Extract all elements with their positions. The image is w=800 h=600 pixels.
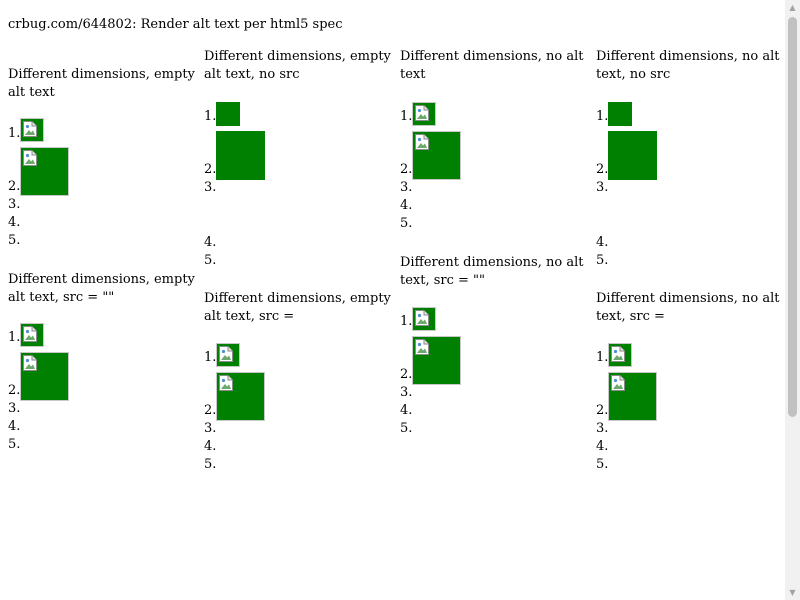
green-image-placeholder [216,102,240,126]
section-title: Different dimensions, no alt text, no sr… [596,49,780,82]
green-image-placeholder [20,323,44,347]
list-item: 2. [400,367,413,382]
list-item: 3. [204,180,217,195]
green-image-placeholder [216,131,265,180]
list-item: 5. [8,437,21,452]
broken-image-icon [23,150,37,166]
test-section: Different dimensions, empty alt text, no… [204,48,394,278]
list-item: 1. [596,350,609,365]
list-item: 1. [400,314,413,329]
broken-image-icon [611,346,625,362]
section-title: Different dimensions, no alt text, src = [596,291,780,324]
list-item: 4. [596,439,609,454]
list-item: 1. [204,109,217,124]
list-item: 4. [204,235,217,250]
list-item: 3. [400,385,413,400]
list-item: 1. [596,109,609,124]
page-title: crbug.com/644802: Render alt text per ht… [8,17,343,32]
list-item: 1. [400,109,413,124]
green-image-placeholder [412,131,461,180]
broken-image-icon [219,375,233,391]
section-title: Different dimensions, empty alt text, no… [204,49,391,82]
section-title: Different dimensions, empty alt text, sr… [204,291,391,324]
list-item: 5. [204,253,217,268]
broken-image-icon [219,346,233,362]
test-section: Different dimensions, no alt text, src =… [596,290,786,520]
list-item: 5. [596,253,609,268]
green-image-placeholder [412,307,436,331]
scroll-up-arrow-icon[interactable]: ▲ [789,3,796,12]
test-section: Different dimensions, no alt text 1. 2. 3. 4… [400,48,590,278]
green-image-placeholder [608,102,632,126]
list-item: 1. [204,350,217,365]
list-item: 2. [596,162,609,177]
list-item: 4. [8,419,21,434]
list-item: 2. [596,403,609,418]
test-section: Different dimensions, no alt text, no sr… [596,48,786,278]
green-image-placeholder [412,336,461,385]
broken-image-icon [23,326,37,342]
list-item: 4. [400,403,413,418]
broken-image-icon [415,310,429,326]
green-image-placeholder [20,352,69,401]
list-item: 4. [596,235,609,250]
green-image-placeholder [608,131,657,180]
green-image-placeholder [20,147,69,196]
list-item: 4. [204,439,217,454]
test-section: Different dimensions, empty alt text 1. 2.… [8,66,198,296]
test-section: Different dimensions, empty alt text, sr… [204,290,394,520]
green-image-placeholder [216,372,265,421]
list-item: 2. [8,383,21,398]
broken-image-icon [23,355,37,371]
list-item: 5. [400,421,413,436]
list-item: 5. [400,216,413,231]
section-title: Different dimensions, empty alt text [8,67,195,100]
green-image-placeholder [20,118,44,142]
green-image-placeholder [608,343,632,367]
list-item: 3. [204,421,217,436]
list-item: 4. [400,198,413,213]
test-section: Different dimensions, no alt text, src =… [400,254,590,484]
section-title: Different dimensions, no alt text [400,49,584,82]
list-item: 1. [8,126,21,141]
list-item: 3. [8,401,21,416]
list-item: 1. [8,330,21,345]
scrollbar-thumb[interactable] [788,17,797,417]
green-image-placeholder [608,372,657,421]
list-item: 3. [596,421,609,436]
green-image-placeholder [216,343,240,367]
broken-image-icon [23,121,37,137]
list-item: 2. [400,162,413,177]
list-item: 3. [8,197,21,212]
test-section: Different dimensions, empty alt text, sr… [8,271,198,501]
green-image-placeholder [412,102,436,126]
list-item: 3. [596,180,609,195]
list-item: 2. [204,162,217,177]
list-item: 5. [204,457,217,472]
section-title: Different dimensions, no alt text, src =… [400,255,584,288]
scroll-down-arrow-icon[interactable]: ▼ [789,588,796,597]
vertical-scrollbar[interactable]: ▲ ▼ [785,0,800,600]
broken-image-icon [415,134,429,150]
list-item: 2. [204,403,217,418]
list-item: 5. [596,457,609,472]
broken-image-icon [415,339,429,355]
broken-image-icon [415,105,429,121]
list-item: 3. [400,180,413,195]
list-item: 4. [8,215,21,230]
list-item: 2. [8,179,21,194]
broken-image-icon [611,375,625,391]
section-title: Different dimensions, empty alt text, sr… [8,272,195,305]
list-item: 5. [8,233,21,248]
